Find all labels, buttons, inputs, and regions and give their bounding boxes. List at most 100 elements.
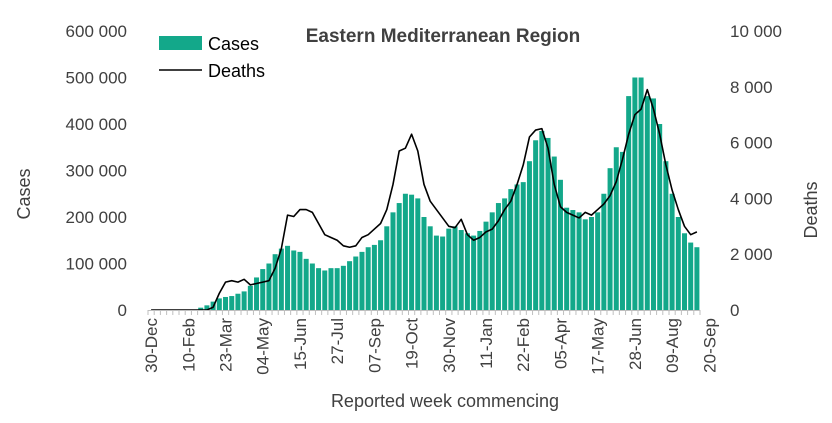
cases-bar: [359, 251, 365, 311]
cases-bar: [638, 77, 644, 310]
cases-bar: [229, 296, 235, 310]
cases-bar: [601, 193, 607, 310]
cases-bar: [694, 247, 700, 310]
cases-bar: [421, 217, 427, 310]
cases-bar: [675, 217, 681, 310]
x-tick-label: 05-Apr: [551, 318, 570, 369]
y-tick-label: 500 000: [66, 69, 127, 88]
cases-bar: [489, 212, 495, 310]
x-tick-label: 27-Jul: [328, 318, 347, 364]
cases-bar: [613, 147, 619, 310]
x-axis-ticks: 30-Dec 10-Feb 23-Mar 04-May 15-Jun 27-Jul 07-S…: [142, 310, 719, 375]
cases-bar: [619, 151, 625, 310]
cases-bar: [626, 96, 632, 310]
x-tick-label: 28-Jun: [626, 318, 645, 370]
x-tick-label: 17-May: [589, 318, 608, 375]
cases-bar: [322, 270, 328, 310]
cases-bar: [669, 193, 675, 310]
cases-bar: [316, 268, 322, 310]
cases-bar: [545, 137, 551, 310]
cases-bar: [204, 305, 210, 310]
x-tick-label: 15-Jun: [291, 318, 310, 370]
legend-cases-label: Cases: [208, 34, 259, 54]
cases-bar: [650, 98, 656, 311]
cases-bar: [570, 210, 576, 310]
cases-bar: [688, 242, 694, 310]
legend: Cases Deaths: [159, 34, 265, 81]
cases-bar: [452, 226, 458, 310]
cases-bar: [508, 189, 514, 310]
cases-bar: [632, 77, 638, 310]
cases-bar: [260, 269, 266, 310]
cases-bar: [464, 233, 470, 310]
legend-deaths-label: Deaths: [208, 61, 265, 81]
y2-tick-label: 6 000: [730, 134, 773, 153]
cases-bar: [595, 212, 601, 310]
legend-cases-swatch: [159, 36, 202, 50]
cases-bars: [192, 77, 700, 311]
y-axis-title: Cases: [14, 168, 34, 219]
cases-bar: [272, 254, 278, 310]
cases-bar: [365, 247, 371, 310]
deaths-line: [151, 88, 698, 311]
x-tick-label: 19-Oct: [403, 318, 422, 369]
x-tick-label: 11-Jan: [477, 318, 496, 369]
cases-bar: [384, 226, 390, 310]
cases-bar: [390, 212, 396, 310]
cases-bar: [477, 230, 483, 310]
cases-bar: [433, 235, 439, 310]
cases-bar: [291, 250, 297, 310]
y2-tick-label: 4 000: [730, 189, 773, 208]
cases-bar: [340, 265, 346, 310]
cases-bar: [663, 161, 669, 310]
cases-bar: [526, 161, 532, 310]
y-axis-left-ticks: 0 100 000 200 000 300 000 400 000 500 000 600 …: [66, 22, 127, 320]
cases-bar: [235, 293, 241, 310]
x-tick-label: 20-Sep: [700, 318, 719, 373]
cases-bar: [247, 285, 253, 310]
y-tick-label: 400 000: [66, 115, 127, 134]
cases-bar: [309, 263, 315, 310]
cases-bar: [582, 219, 588, 310]
cases-bar: [371, 244, 377, 310]
y-tick-label: 0: [118, 301, 127, 320]
cases-bar: [266, 263, 272, 310]
cases-bar: [303, 258, 309, 310]
y2-tick-label: 0: [730, 301, 739, 320]
x-axis-title: Reported week commencing: [331, 391, 559, 411]
cases-bar: [551, 156, 557, 310]
cases-bar: [644, 96, 650, 310]
cases-bar: [520, 182, 526, 311]
cases-bar: [607, 168, 613, 310]
cases-bar: [241, 291, 247, 310]
x-tick-label: 23-Mar: [217, 318, 236, 372]
cases-bar: [564, 207, 570, 310]
cases-bar: [353, 256, 359, 310]
x-tick-label: 04-May: [254, 318, 273, 375]
cases-bar: [347, 261, 353, 310]
cases-bar: [446, 228, 452, 311]
cases-bar: [514, 184, 520, 310]
cases-bar: [657, 124, 663, 310]
cases-bar: [254, 277, 260, 310]
cases-bar: [557, 179, 563, 310]
cases-bar: [681, 233, 687, 310]
y-tick-label: 200 000: [66, 208, 127, 227]
cases-bar: [471, 235, 477, 310]
cases-bar: [458, 230, 464, 310]
deaths-line-group: [151, 88, 698, 311]
chart-title: Eastern Mediterranean Region: [306, 26, 581, 47]
cases-bar: [440, 236, 446, 310]
x-tick-label: 07-Sep: [365, 318, 384, 373]
y-tick-label: 600 000: [66, 22, 127, 41]
cases-bar: [402, 193, 408, 310]
cases-bar: [409, 194, 415, 310]
cases-bar: [378, 240, 384, 310]
cases-bar: [278, 248, 284, 310]
cases-bar: [328, 268, 334, 310]
cases-bar: [427, 226, 433, 310]
y2-tick-label: 8 000: [730, 78, 773, 97]
cases-bar: [396, 203, 402, 310]
cases-bar: [588, 217, 594, 310]
